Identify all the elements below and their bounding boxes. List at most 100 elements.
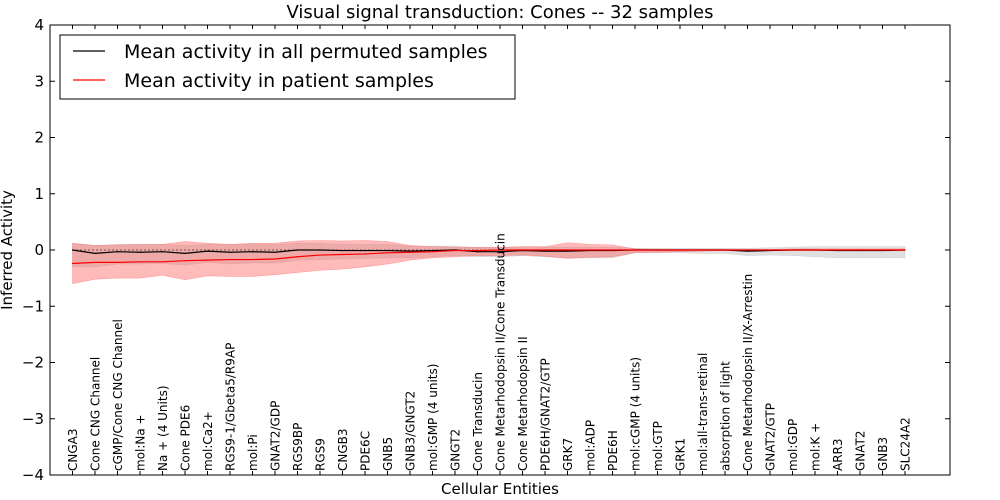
x-tick-label-36: GNB3 — [876, 437, 890, 471]
x-axis-label: Cellular Entities — [441, 480, 559, 498]
point-series-1-35 — [859, 249, 861, 251]
point-series-1-20 — [521, 249, 524, 251]
x-tick-label-0: CNGA3 — [66, 429, 80, 472]
x-tick-label-11: RGS9 — [314, 438, 328, 471]
x-tick-label-33: mol:K + — [809, 423, 823, 471]
legend: Mean activity in all permuted samples Mea… — [59, 34, 516, 100]
point-series-1-21 — [544, 249, 546, 251]
point-series-0-10 — [296, 249, 299, 251]
point-series-0-16 — [431, 249, 434, 252]
x-tick-label-9: GNAT2/GDP — [269, 401, 283, 471]
y-axis-label: Inferred Activity — [0, 190, 16, 310]
point-series-1-9 — [274, 258, 276, 260]
y-tick-label-1: −3 — [22, 410, 44, 428]
x-tick-label-1: Cone CNG Channel — [89, 357, 103, 471]
x-tick-label-13: PDE6C — [359, 431, 373, 471]
confidence-bands — [72, 240, 906, 285]
y-tick-label-8: 4 — [34, 16, 44, 34]
y-axis: −4 −3 −2 −1 0 1 2 3 4 — [22, 16, 950, 484]
x-tick-label-16: mol:GMP (4 units) — [426, 364, 440, 471]
x-tick-label-25: mol:cGMP (4 units) — [629, 357, 643, 471]
legend-label-1: Mean activity in patient samples — [124, 70, 434, 92]
point-series-1-26 — [656, 249, 659, 251]
point-series-1-15 — [409, 251, 411, 253]
band-series-1 — [72, 240, 906, 285]
x-tick-label-20: Cone Metarhodopsin II — [516, 336, 530, 471]
y-tick-label-3: −1 — [22, 297, 44, 315]
point-series-0-19 — [499, 251, 501, 253]
point-series-1-13 — [364, 253, 366, 255]
x-tick-label-17: GNGT2 — [449, 429, 463, 471]
legend-label-0: Mean activity in all permuted samples — [124, 41, 487, 63]
x-tick-label-27: GRK1 — [674, 438, 688, 471]
point-series-1-30 — [746, 249, 749, 251]
point-series-1-17 — [454, 249, 456, 252]
x-tick-label-21: PDE6H/GNAT2/GTP — [539, 358, 553, 471]
x-tick-label-6: mol:Ca2+ — [201, 411, 215, 471]
point-series-1-19 — [499, 249, 501, 251]
band-series-0 — [72, 242, 906, 268]
point-series-1-5 — [184, 260, 186, 262]
line-series-1 — [72, 249, 905, 265]
x-tick-label-35: GNAT2 — [854, 430, 868, 471]
series-lines — [71, 249, 906, 265]
point-series-1-29 — [724, 249, 726, 251]
x-tick-label-24: PDE6H — [606, 430, 620, 471]
x-tick-label-19: Cone Metarhodopsin II/Cone Transducin — [494, 233, 508, 471]
point-series-1-4 — [161, 261, 164, 263]
point-series-0-11 — [319, 249, 321, 251]
point-series-0-3 — [139, 251, 141, 253]
point-series-1-3 — [139, 261, 141, 263]
point-series-0-1 — [94, 252, 96, 254]
x-tick-label-8: mol:Pi — [246, 434, 260, 471]
x-tick-label-15: GNB3/GNGT2 — [404, 391, 418, 471]
y-tick-label-4: 0 — [34, 241, 44, 259]
point-series-1-28 — [701, 249, 704, 251]
point-series-0-9 — [274, 251, 276, 253]
x-tick-label-29: absorption of light — [719, 361, 733, 471]
x-tick-label-10: RGS9BP — [291, 423, 305, 471]
point-series-0-14 — [386, 249, 389, 252]
point-series-1-24 — [611, 249, 614, 251]
point-series-1-7 — [229, 258, 231, 261]
point-series-0-15 — [409, 250, 411, 252]
x-tick-label-5: Cone PDE6 — [179, 405, 193, 471]
point-series-0-0 — [71, 249, 74, 251]
line-series-0 — [72, 249, 906, 254]
point-series-1-11 — [319, 254, 321, 256]
point-series-1-32 — [791, 249, 794, 251]
point-series-0-21 — [544, 250, 546, 252]
point-series-1-33 — [814, 249, 816, 251]
point-series-1-25 — [634, 249, 636, 251]
point-series-0-5 — [184, 252, 186, 254]
point-series-1-34 — [836, 249, 839, 251]
point-series-1-10 — [296, 256, 299, 258]
point-series-0-13 — [364, 249, 366, 252]
point-series-0-12 — [341, 249, 344, 252]
y-tick-label-0: −4 — [22, 466, 44, 484]
point-series-1-18 — [476, 249, 479, 252]
x-tick-label-28: mol:all-trans-retinal — [696, 353, 710, 471]
y-tick-label-5: 1 — [34, 185, 44, 203]
point-series-1-1 — [94, 261, 96, 263]
chart-title: Visual signal transduction: Cones -- 32 … — [286, 2, 713, 23]
x-tick-label-7: RGS9-1/Gbeta5/R9AP — [224, 343, 238, 471]
x-tick-label-12: CNGB3 — [336, 428, 350, 471]
x-tick-label-23: mol:ADP — [584, 420, 598, 471]
x-tick-label-22: GRK7 — [561, 438, 575, 471]
x-tick-label-18: Cone Transducin — [471, 372, 485, 471]
x-axis: CNGA3 Cone CNG Channel cGMP/Cone CNG Chann… — [66, 25, 913, 475]
point-series-1-31 — [769, 249, 771, 251]
point-series-0-8 — [251, 251, 254, 253]
point-series-1-6 — [206, 259, 209, 261]
point-series-0-30 — [746, 250, 749, 252]
point-series-1-16 — [431, 251, 434, 253]
point-series-1-2 — [116, 261, 119, 263]
x-tick-label-3: mol:Na + — [134, 414, 148, 471]
point-series-1-23 — [589, 249, 591, 251]
y-tick-label-2: −2 — [22, 354, 44, 372]
x-tick-label-4: Na + (4 Units) — [156, 385, 170, 471]
point-series-0-18 — [476, 251, 479, 253]
legend-box — [59, 34, 516, 100]
